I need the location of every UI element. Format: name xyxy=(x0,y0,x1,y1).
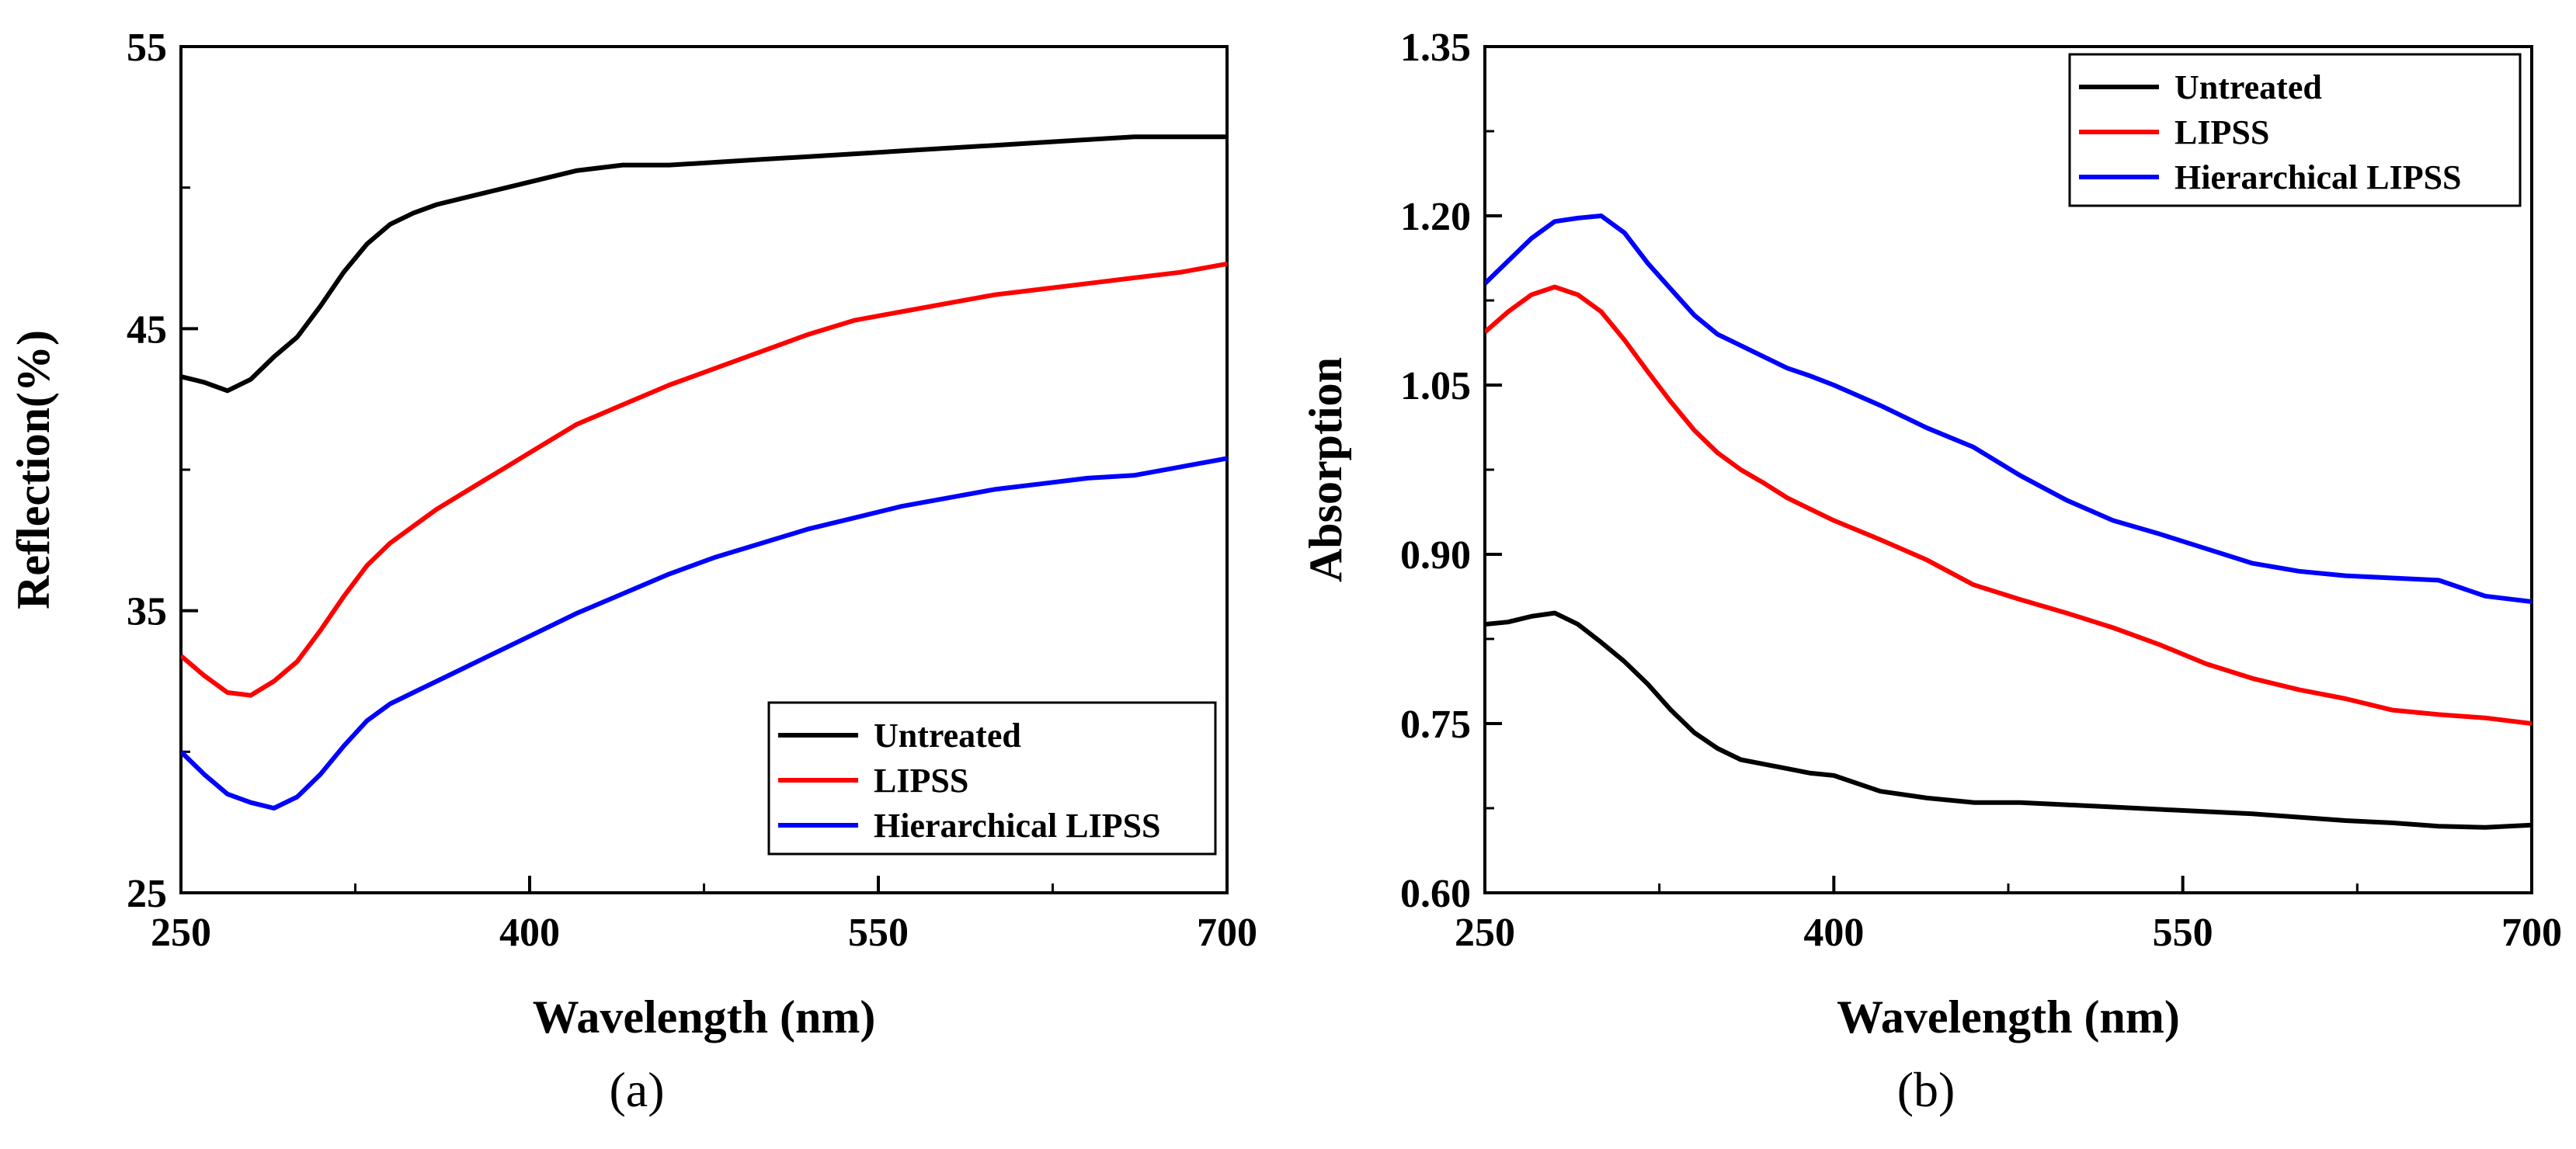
legend-label: LIPSS xyxy=(874,762,968,800)
series-line-hierarchical-lipss xyxy=(1485,213,2532,604)
series-line-lipss xyxy=(181,261,1227,698)
legend-label: Untreated xyxy=(874,717,1021,755)
y-tick-label: 45 xyxy=(127,307,167,352)
y-tick-label: 0.60 xyxy=(1400,872,1471,916)
legend-label: Hierarchical LIPSS xyxy=(2174,158,2462,196)
x-tick-label: 250 xyxy=(1455,911,1515,955)
series-line-untreated xyxy=(181,134,1227,394)
x-tick-label: 400 xyxy=(499,911,560,955)
y-tick-label: 1.35 xyxy=(1400,26,1471,70)
x-tick-label: 700 xyxy=(1197,911,1257,955)
x-tick-label: 550 xyxy=(2153,911,2213,955)
chart-panel-a: 250 400 550 700 25 35 45 55 Wavelength (nm) Refle… xyxy=(8,26,1257,1117)
series-line-untreated xyxy=(1485,610,2532,830)
x-tick-label: 550 xyxy=(848,911,909,955)
y-tick-label: 0.90 xyxy=(1400,533,1471,578)
y-tick-label: 1.05 xyxy=(1400,364,1471,408)
panel-label: (b) xyxy=(1897,1062,1955,1117)
x-tick-label: 400 xyxy=(1803,911,1864,955)
y-tick-label: 0.75 xyxy=(1400,703,1471,747)
chart-panel-b: 250 400 550 700 0.60 0.75 0.90 1.05 1.20 1.35 Wave… xyxy=(1300,26,2562,1117)
y-tick-label: 35 xyxy=(127,590,167,634)
legend: Untreated LIPSS Hierarchical LIPSS xyxy=(2068,53,2522,207)
legend-label: Hierarchical LIPSS xyxy=(874,807,1161,845)
y-tick-label: 55 xyxy=(127,26,167,70)
legend: Untreated LIPSS Hierarchical LIPSS xyxy=(767,701,1217,856)
series-line-lipss xyxy=(1485,284,2532,726)
y-axis-title: Reflection(%) xyxy=(8,330,59,609)
legend-label: Untreated xyxy=(2174,68,2322,106)
x-axis-title: Wavelength (nm) xyxy=(533,991,876,1043)
legend-label: LIPSS xyxy=(2174,113,2269,151)
series-line-hierarchical-lipss xyxy=(181,456,1227,811)
x-tick-label: 250 xyxy=(151,911,211,955)
y-tick-label: 1.20 xyxy=(1400,195,1471,239)
x-axis-title: Wavelength (nm) xyxy=(1837,991,2180,1043)
panel-label: (a) xyxy=(609,1062,664,1117)
x-tick-label: 700 xyxy=(2501,911,2562,955)
y-axis-title: Absorption xyxy=(1300,357,1351,582)
y-tick-label: 25 xyxy=(127,872,167,916)
